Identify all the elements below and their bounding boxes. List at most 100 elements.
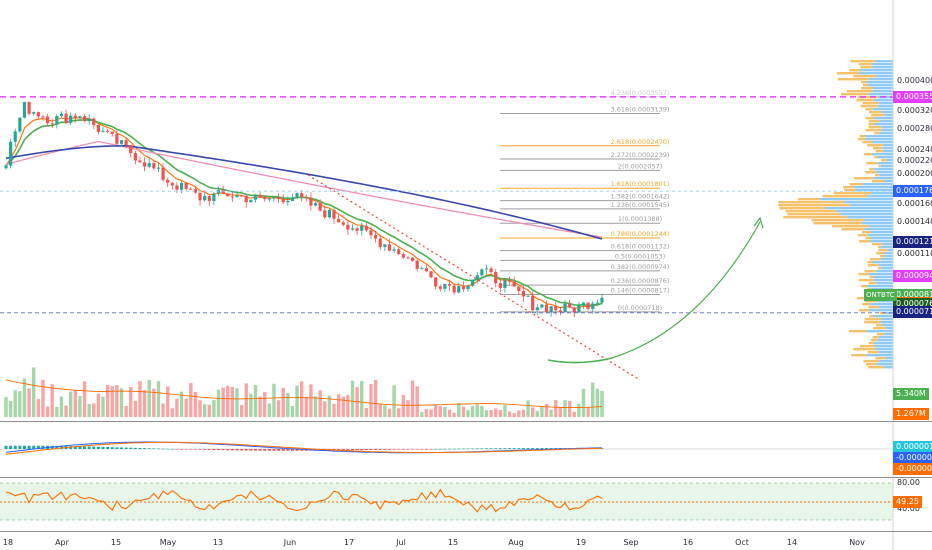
time-axis-label[interactable]: 13 xyxy=(212,538,224,547)
volume-profile-bar xyxy=(875,348,893,351)
candle-body xyxy=(563,303,567,313)
volume-bar xyxy=(392,385,396,417)
time-axis-label[interactable]: Nov xyxy=(849,538,865,547)
time-axis-label[interactable]: 17 xyxy=(343,538,355,547)
rsi-axis-label[interactable]: 80.00 xyxy=(897,478,920,487)
macd-histogram-bar xyxy=(156,448,160,450)
price-axis-label[interactable]: 0.0001400 xyxy=(897,217,932,227)
volume-profile-bar xyxy=(874,177,893,180)
volume-tag: 5.340M xyxy=(893,388,929,400)
price-axis-label[interactable]: 0.0004000 xyxy=(897,75,932,85)
volume-profile-bar xyxy=(865,363,877,366)
fib-label: 0.236(0.0000876) xyxy=(611,277,670,285)
price-axis-label[interactable]: 0.0002200 xyxy=(897,156,932,166)
candle-body xyxy=(461,286,465,290)
volume-bar xyxy=(152,388,156,417)
time-axis-label[interactable]: 15 xyxy=(110,538,122,547)
candle-body xyxy=(110,131,114,134)
time-axis-label[interactable]: Aug xyxy=(508,538,524,547)
time-axis-label[interactable]: 19 xyxy=(575,538,587,547)
volume-profile-bar xyxy=(884,252,893,255)
time-axis-label[interactable]: 18 xyxy=(2,538,14,547)
price-axis-label[interactable]: 0.0003200 xyxy=(897,105,932,115)
macd-histogram-bar xyxy=(383,449,387,450)
volume-profile-bar xyxy=(856,99,874,102)
time-axis-label[interactable]: Sep xyxy=(623,538,639,547)
time-axis-label[interactable]: Jul xyxy=(396,538,406,547)
volume-profile-bar xyxy=(885,327,893,330)
price-axis-label[interactable]: 0.0002800 xyxy=(897,123,932,133)
volume-bar xyxy=(59,396,64,417)
volume-bar xyxy=(36,398,41,417)
volume-profile-bar xyxy=(882,324,893,327)
time-axis-label[interactable]: Apr xyxy=(55,538,69,547)
rsi-pane xyxy=(0,482,893,521)
volume-profile-bar xyxy=(883,366,893,369)
pane-separator[interactable] xyxy=(0,477,932,478)
macd-histogram-bar xyxy=(387,449,391,450)
fib-label: 0(0.0000718) xyxy=(618,304,662,312)
volume-bar xyxy=(304,396,308,417)
price-axis-label[interactable]: 0.0002400 xyxy=(897,144,932,154)
volume-bar xyxy=(78,396,82,417)
volume-bar xyxy=(73,389,77,417)
volume-bar xyxy=(577,403,581,417)
volume-profile-bar xyxy=(865,237,871,240)
candle-body xyxy=(249,199,253,203)
candle-body xyxy=(406,257,410,259)
candle-body xyxy=(138,160,142,163)
macd-histogram-bar xyxy=(92,446,96,449)
volume-bar xyxy=(544,403,549,417)
volume-bar xyxy=(586,407,590,417)
candlesticks xyxy=(4,101,604,318)
time-axis-label[interactable]: Oct xyxy=(735,538,749,547)
candle-body xyxy=(350,228,355,230)
time-axis-label[interactable]: May xyxy=(159,538,177,547)
price-axis-label[interactable]: 0.0001100 xyxy=(897,249,932,259)
price-axis-label[interactable]: 0.0001600 xyxy=(897,199,932,209)
volume-bar xyxy=(258,396,262,417)
volume-profile-bar xyxy=(877,246,882,249)
volume-profile-bar xyxy=(785,210,837,213)
candle-body xyxy=(600,297,604,303)
volume-bar xyxy=(18,391,22,417)
pane-separator[interactable] xyxy=(0,421,932,422)
macd-histogram-bar xyxy=(203,449,207,450)
fib-label: 0.5(0.0001053) xyxy=(615,252,666,260)
price-axis-label[interactable]: 0.0002000 xyxy=(897,169,932,179)
rsi-axis-label[interactable]: 40.00 xyxy=(897,504,920,513)
volume-profile-bar xyxy=(875,174,880,177)
volume-profile-bar xyxy=(872,141,893,144)
volume-profile-bar xyxy=(822,195,868,198)
candle-body xyxy=(554,306,558,311)
candle-body xyxy=(424,268,429,272)
volume-bar xyxy=(299,381,304,417)
volume-bar xyxy=(193,391,198,417)
volume-profile-bar xyxy=(870,303,893,306)
volume-profile-bar xyxy=(875,357,886,360)
volume-bar xyxy=(567,401,572,417)
time-axis-label[interactable]: Jun xyxy=(283,538,297,547)
volume-profile-bar xyxy=(856,297,871,300)
volume-profile-bar xyxy=(876,252,885,255)
macd-histogram-bar xyxy=(369,449,373,451)
volume-bar xyxy=(281,387,285,417)
candle-body xyxy=(170,182,174,186)
volume-bar xyxy=(276,400,281,417)
time-axis-label[interactable]: 14 xyxy=(786,538,798,547)
pane-separator[interactable] xyxy=(0,531,932,532)
time-axis-label[interactable]: 15 xyxy=(447,538,459,547)
volume-profile-bar xyxy=(873,276,893,279)
volume-profile-bar xyxy=(846,90,873,93)
macd-histogram-bar xyxy=(471,448,475,450)
volume-profile-bar xyxy=(866,81,893,84)
macd-histogram-bar xyxy=(4,445,8,449)
volume-profile-bar xyxy=(778,201,845,204)
volume-bar xyxy=(202,404,207,417)
volume-profile-bar xyxy=(876,363,893,366)
time-axis-label[interactable]: 16 xyxy=(682,538,694,547)
macd-histogram-bar xyxy=(448,448,452,450)
candle-body xyxy=(179,182,184,190)
volume-bar xyxy=(443,406,447,417)
